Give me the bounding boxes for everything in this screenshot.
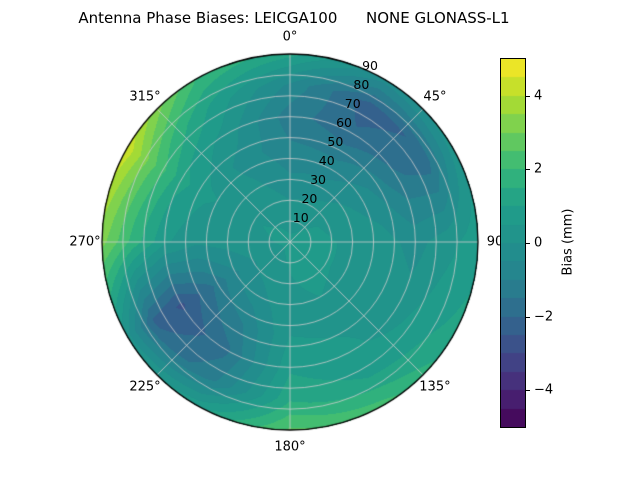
polar-plot: 0° 45° 90 135° 180° 225° 270° 315° 10 20 30 40 50 60 7… xyxy=(69,31,503,454)
azimuth-tick-label: 45° xyxy=(423,89,447,105)
azimuth-tick-label: 180° xyxy=(274,439,306,455)
radial-tick-label: 20 xyxy=(301,191,318,207)
colorbar-tick xyxy=(526,390,530,392)
radial-tick-label: 70 xyxy=(344,96,361,112)
colorbar-tick xyxy=(526,169,530,171)
radial-tick-label: 80 xyxy=(353,77,370,93)
azimuth-tick-label: 225° xyxy=(129,379,161,395)
azimuth-tick-label: 90 xyxy=(486,234,504,250)
polar-plot-canvas xyxy=(100,52,480,432)
radial-tick-label: 30 xyxy=(310,172,326,188)
azimuth-tick-label: 0° xyxy=(282,29,298,45)
radial-tick-label: 90 xyxy=(362,58,378,74)
colorbar: −4 −2 0 2 4 xyxy=(500,58,560,428)
colorbar-tick-label: 0 xyxy=(534,235,543,251)
azimuth-tick-label: 315° xyxy=(129,89,161,105)
azimuth-tick-label: 135° xyxy=(419,379,451,395)
radial-tick-label: 10 xyxy=(292,210,309,226)
colorbar-tick xyxy=(526,95,530,97)
radial-tick-label: 50 xyxy=(327,134,344,150)
azimuth-tick-label: 270° xyxy=(69,234,101,250)
colorbar-axis-label: Bias (mm) xyxy=(560,208,576,276)
radial-tick-label: 40 xyxy=(318,153,335,169)
colorbar-tick-label: −4 xyxy=(534,382,554,398)
chart-title: Antenna Phase Biases: LEICGA100 NONE GLO… xyxy=(78,9,510,27)
colorbar-tick-label: 2 xyxy=(534,161,543,177)
colorbar-tick xyxy=(526,316,530,318)
colorbar-canvas xyxy=(500,58,526,428)
radial-tick-label: 60 xyxy=(336,115,352,131)
colorbar-tick-label: 4 xyxy=(534,88,543,104)
colorbar-tick xyxy=(526,243,530,244)
colorbar-tick-label: −2 xyxy=(534,309,554,325)
